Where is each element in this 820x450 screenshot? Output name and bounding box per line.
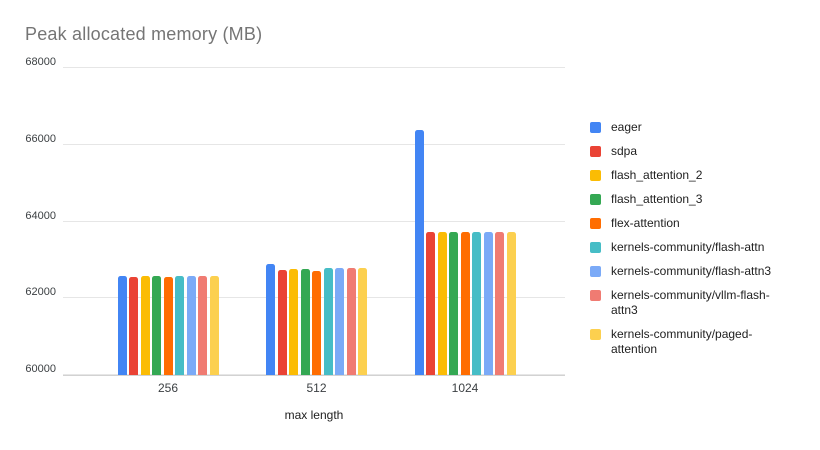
legend-color-swatch xyxy=(590,242,601,253)
bar-flash-attention-2-1024[interactable] xyxy=(437,232,447,375)
legend-label: kernels-community/flash-attn3 xyxy=(611,264,772,278)
bar-kernels-community-vllm-flash-attn3-1024[interactable] xyxy=(495,232,504,375)
bar-kernels-community-paged-attention-256[interactable] xyxy=(209,276,219,375)
y-axis-tick-label: 64000 xyxy=(25,209,56,222)
bar-flex-attention-512[interactable] xyxy=(312,271,321,375)
bar-flex-attention-256[interactable] xyxy=(163,276,173,375)
bar-sdpa-256[interactable] xyxy=(129,276,138,375)
bar-eager-512[interactable] xyxy=(266,264,275,375)
legend: eager sdpa flash_attention_2 flash_attentio… xyxy=(590,120,802,366)
legend-item-flash-attention-3: flash_attention_3 xyxy=(590,192,802,207)
legend-color-swatch xyxy=(590,170,601,181)
gridline xyxy=(63,143,565,145)
chart-title: Peak allocated memory (MB) xyxy=(25,24,263,44)
bar-group-1024 xyxy=(414,68,516,375)
legend-label: kernels-community/paged-attention xyxy=(611,327,753,356)
x-axis-category-label: 512 xyxy=(306,381,327,395)
bar-kernels-community-flash-attn3-1024[interactable] xyxy=(483,232,493,375)
bar-group-512 xyxy=(266,68,367,375)
legend-item-kernels-community-vllm-flash-attn3: kernels-community/vllm-flash-attn3 xyxy=(590,288,802,318)
legend-label: flash_attention_3 xyxy=(611,192,703,206)
legend-item-kernels-community-flash-attn: kernels-community/flash-attn xyxy=(590,240,802,255)
x-axis-line xyxy=(63,375,565,376)
legend-label: eager xyxy=(611,120,642,134)
legend-color-swatch xyxy=(590,122,601,133)
bar-kernels-community-flash-attn3-256[interactable] xyxy=(186,276,196,375)
bar-kernels-community-vllm-flash-attn3-512[interactable] xyxy=(346,268,356,375)
y-axis-tick-label: 66000 xyxy=(25,132,56,145)
legend-label: kernels-community/vllm-flash-attn3 xyxy=(611,288,770,317)
legend-label: flex-attention xyxy=(611,216,680,230)
bar-kernels-community-vllm-flash-attn3-256[interactable] xyxy=(198,276,207,375)
legend-color-swatch xyxy=(590,290,601,301)
bar-kernels-community-flash-attn3-512[interactable] xyxy=(335,267,344,375)
gridline xyxy=(63,67,565,68)
legend-label: flash_attention_2 xyxy=(611,168,703,182)
legend-color-swatch xyxy=(590,218,601,229)
bar-flash-attention-3-256[interactable] xyxy=(152,276,161,375)
legend-color-swatch xyxy=(590,266,601,277)
bar-flash-attention-2-512[interactable] xyxy=(289,269,298,375)
legend-color-swatch xyxy=(590,329,601,340)
y-axis-tick-label: 62000 xyxy=(25,286,56,299)
bar-flex-attention-1024[interactable] xyxy=(460,232,470,375)
legend-item-flex-attention: flex-attention xyxy=(590,216,802,231)
plot-area: 60000 62000 64000 66000 68000 256 512 1024 xyxy=(25,56,565,395)
legend-item-sdpa: sdpa xyxy=(590,144,802,159)
bar-eager-256[interactable] xyxy=(117,275,127,375)
x-axis-category-label: 1024 xyxy=(451,381,479,395)
legend-item-flash-attention-2: flash_attention_2 xyxy=(590,168,802,183)
bar-flash-attention-2-256[interactable] xyxy=(140,276,150,375)
legend-item-kernels-community-paged-attention: kernels-community/paged-attention xyxy=(590,327,802,357)
legend-label: kernels-community/flash-attn xyxy=(611,240,765,254)
legend-item-eager: eager xyxy=(590,120,802,135)
bar-kernels-community-flash-attn-1024[interactable] xyxy=(472,232,481,375)
bar-kernels-community-paged-attention-512[interactable] xyxy=(358,267,367,375)
y-axis-tick-label: 68000 xyxy=(25,56,56,68)
bar-group-256 xyxy=(117,68,219,375)
bar-kernels-community-flash-attn-512[interactable] xyxy=(323,267,333,375)
bar-kernels-community-flash-attn-256[interactable] xyxy=(175,276,184,375)
y-axis-tick-label: 60000 xyxy=(25,363,56,375)
bar-eager-1024[interactable] xyxy=(414,130,424,375)
bar-sdpa-512[interactable] xyxy=(277,270,287,375)
x-axis-category-label: 256 xyxy=(157,381,179,395)
legend-label: sdpa xyxy=(611,144,638,158)
bar-flash-attention-3-1024[interactable] xyxy=(449,232,458,375)
legend-color-swatch xyxy=(590,146,601,157)
legend-item-kernels-community-flash-attn3: kernels-community/flash-attn3 xyxy=(590,264,802,279)
bar-flash-attention-3-512[interactable] xyxy=(300,269,310,375)
gridline xyxy=(63,220,565,222)
x-axis-title: max length xyxy=(284,408,344,422)
bar-kernels-community-paged-attention-1024[interactable] xyxy=(506,232,516,375)
bar-sdpa-1024[interactable] xyxy=(426,232,435,375)
legend-color-swatch xyxy=(590,194,601,205)
